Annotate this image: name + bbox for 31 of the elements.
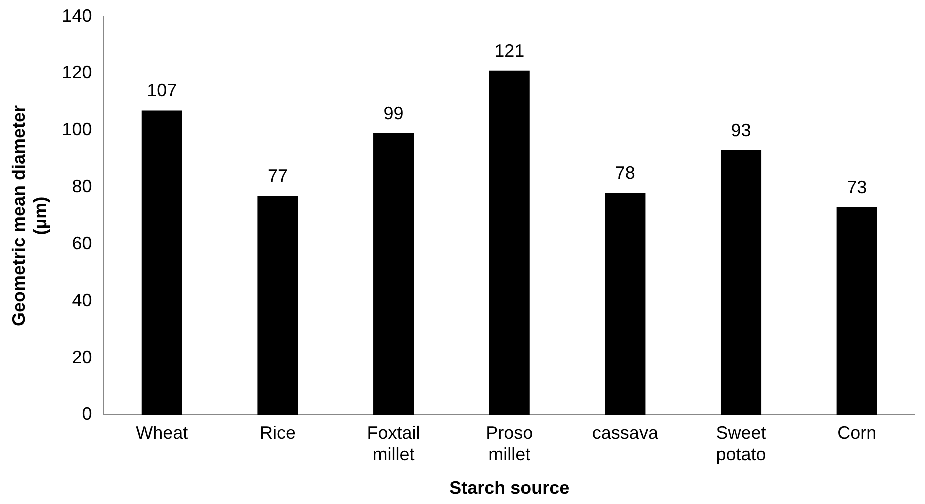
bar bbox=[605, 193, 646, 416]
data-label: 73 bbox=[847, 177, 868, 198]
y-tick-label: 140 bbox=[62, 6, 92, 26]
bar bbox=[142, 110, 182, 416]
x-tick-label: Corn bbox=[838, 422, 877, 443]
y-tick-label: 100 bbox=[62, 120, 92, 140]
y-tick-label: 0 bbox=[82, 404, 92, 424]
y-tick-label: 80 bbox=[72, 176, 92, 197]
data-label: 99 bbox=[384, 103, 404, 124]
bar bbox=[489, 70, 530, 416]
x-tick-label: cassava bbox=[592, 422, 660, 443]
data-label: 77 bbox=[268, 166, 288, 186]
x-tick-label: Wheat bbox=[136, 422, 188, 443]
x-tick-label: Sweet potato bbox=[716, 422, 766, 465]
data-label: 78 bbox=[615, 163, 636, 184]
data-label: 93 bbox=[731, 120, 752, 141]
y-tick-label: 20 bbox=[72, 347, 92, 368]
data-label: 121 bbox=[494, 40, 525, 61]
bar bbox=[836, 207, 878, 416]
x-tick-label: Rice bbox=[260, 422, 296, 443]
x-axis-title: Starch source bbox=[450, 478, 570, 498]
bar bbox=[258, 196, 298, 416]
bar bbox=[374, 133, 414, 416]
bar bbox=[720, 150, 762, 416]
y-tick-label: 60 bbox=[72, 233, 92, 254]
x-tick-label: Foxtail millet bbox=[367, 422, 420, 465]
data-label: 107 bbox=[147, 80, 178, 101]
y-axis-title: Geometric mean diameter (µm) bbox=[8, 105, 50, 327]
y-tick-label: 40 bbox=[72, 290, 92, 310]
y-tick-label: 120 bbox=[62, 62, 92, 83]
x-tick-label: Proso millet bbox=[486, 422, 534, 465]
